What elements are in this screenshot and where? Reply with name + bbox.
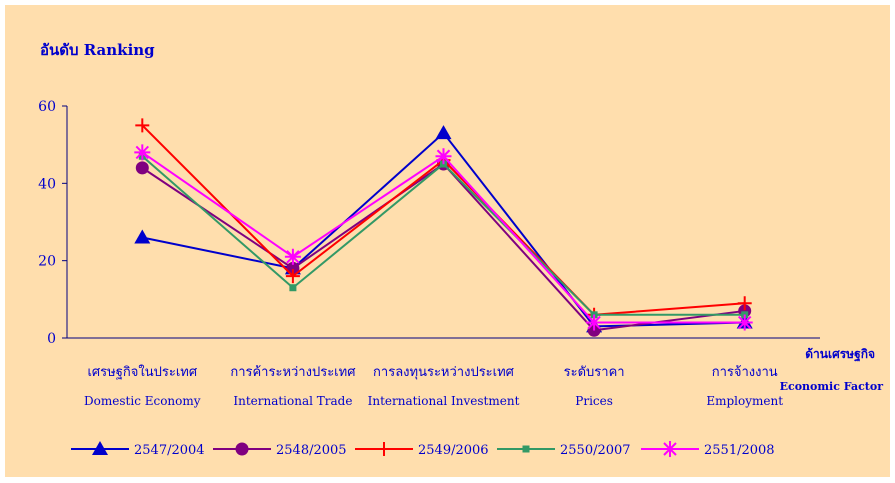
legend-label: 2550/2007 <box>560 443 631 458</box>
series-line <box>141 151 745 324</box>
x-tick-label-en: International Investment <box>368 394 520 408</box>
series-2551-2008 <box>134 144 753 331</box>
x-axis-title-en: Economic Factor <box>780 380 884 393</box>
series-line <box>141 162 745 332</box>
y-tick-label: 60 <box>38 99 56 115</box>
legend-label: 2547/2004 <box>134 443 205 458</box>
square-marker <box>522 445 530 453</box>
x-tick-label-th: ระดับราคา <box>564 365 625 380</box>
y-tick-label: 0 <box>47 331 56 347</box>
circle-marker <box>135 161 149 175</box>
x-tick-label-th: การจ้างงาน <box>712 365 778 380</box>
series-2550-2007 <box>138 152 749 319</box>
y-tick-label: 20 <box>38 254 56 270</box>
line-chart: อันดับ Ranking 0 20 40 60 เศรษฐกิจในประเทศ Do… <box>38 41 884 458</box>
legend-item: 2547/2004 <box>71 441 205 458</box>
asterisk-marker <box>586 314 603 331</box>
plus-marker <box>377 442 391 456</box>
triangle-marker <box>435 125 452 140</box>
x-tick-label-en: International Trade <box>233 394 352 408</box>
chart-area: อันดับ Ranking 0 20 40 60 เศรษฐกิจในประเทศ Do… <box>5 5 890 477</box>
asterisk-marker <box>284 248 301 265</box>
plus-marker <box>737 296 752 311</box>
asterisk-marker <box>736 314 753 331</box>
x-tick-label-th: เศรษฐกิจในประเทศ <box>87 364 197 380</box>
legend-item: 2549/2006 <box>355 442 489 458</box>
asterisk-marker <box>134 144 151 161</box>
legend-item: 2548/2005 <box>213 442 347 458</box>
chart-title: อันดับ Ranking <box>40 41 155 59</box>
triangle-marker <box>134 229 151 244</box>
legend-label: 2549/2006 <box>418 443 489 458</box>
x-axis-title-th: ด้านเศรษฐกิจ <box>805 347 875 362</box>
x-tick-label-th: การค้าระหว่างประเทศ <box>230 365 356 380</box>
triangle-marker <box>92 441 108 455</box>
series-line <box>141 155 745 316</box>
circle-marker <box>235 442 249 456</box>
y-tick-label: 40 <box>38 176 56 192</box>
asterisk-marker <box>435 148 452 165</box>
legend-label: 2551/2008 <box>704 443 775 458</box>
legend-item: 2551/2008 <box>641 441 775 458</box>
x-tick-label-en: Prices <box>575 394 613 408</box>
legend-label: 2548/2005 <box>276 443 347 458</box>
plus-marker <box>285 269 300 284</box>
plus-marker <box>135 118 150 133</box>
legend-item: 2550/2007 <box>497 443 631 458</box>
x-tick-label-en: Domestic Economy <box>84 394 201 408</box>
asterisk-marker <box>662 441 678 457</box>
square-marker <box>289 284 297 292</box>
x-tick-label-th: การลงทุนระหว่างประเทศ <box>373 365 515 380</box>
x-tick-label-en: Employment <box>706 394 783 408</box>
